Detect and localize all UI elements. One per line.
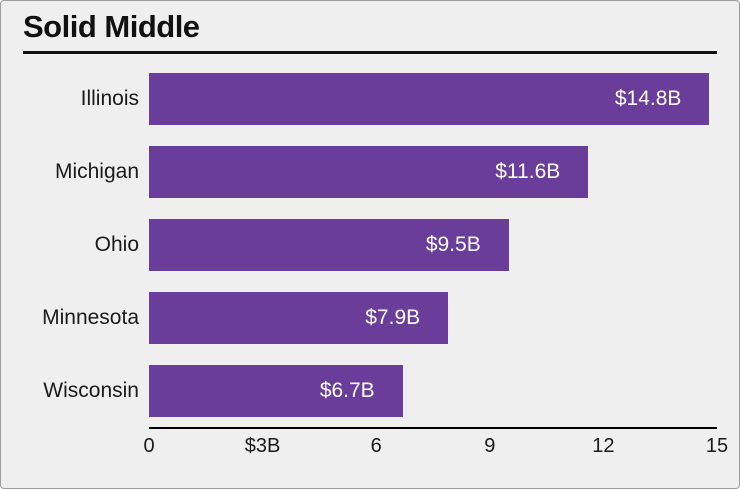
category-label: Wisconsin <box>43 378 139 402</box>
bar-value-label: $6.7B <box>319 378 375 402</box>
bar-track: $11.6B <box>149 145 717 198</box>
bar-value-label: $9.5B <box>425 232 481 256</box>
bar-row: Illinois $14.8B <box>23 62 717 135</box>
x-tick: 12 <box>592 435 615 458</box>
x-axis-line <box>149 427 717 430</box>
bar-rows: Illinois $14.8B Michigan $11.6B Ohio $9.5B Min… <box>23 62 717 427</box>
bar-michigan: $11.6B <box>149 145 589 198</box>
chart-header: Solid Middle <box>23 7 717 55</box>
bar-minnesota: $7.9B <box>149 291 449 344</box>
bar-row: Wisconsin $6.7B <box>23 354 717 427</box>
bar-track: $7.9B <box>149 291 717 344</box>
bar-row: Ohio $9.5B <box>23 208 717 281</box>
bar-row: Michigan $11.6B <box>23 135 717 208</box>
bar-illinois: $14.8B <box>149 72 710 125</box>
x-tick: 6 <box>370 435 382 458</box>
x-axis <box>23 427 717 430</box>
bar-row: Minnesota $7.9B <box>23 281 717 354</box>
bar-value-label: $11.6B <box>495 159 561 183</box>
bar-track: $6.7B <box>149 364 717 417</box>
bar-value-label: $14.8B <box>614 86 682 110</box>
category-label: Ohio <box>94 232 139 256</box>
x-axis-ticks: 0 $3B 6 9 12 15 <box>143 429 728 463</box>
bar-wisconsin: $6.7B <box>149 364 403 417</box>
bar-track: $9.5B <box>149 218 717 271</box>
x-tick: 9 <box>484 435 496 458</box>
bar-ohio: $9.5B <box>149 218 509 271</box>
chart-title: Solid Middle <box>23 9 200 44</box>
category-label: Minnesota <box>42 305 139 329</box>
x-tick: 15 <box>705 435 729 458</box>
x-tick: $3B <box>244 435 281 458</box>
bar-track: $14.8B <box>149 72 717 125</box>
bar-value-label: $7.9B <box>365 305 421 329</box>
x-tick: 0 <box>143 435 155 458</box>
axis-spacer <box>23 429 149 463</box>
category-label: Michigan <box>54 159 139 183</box>
x-axis-tick-row: 0 $3B 6 9 12 15 <box>23 429 728 463</box>
category-label: Illinois <box>80 86 139 110</box>
